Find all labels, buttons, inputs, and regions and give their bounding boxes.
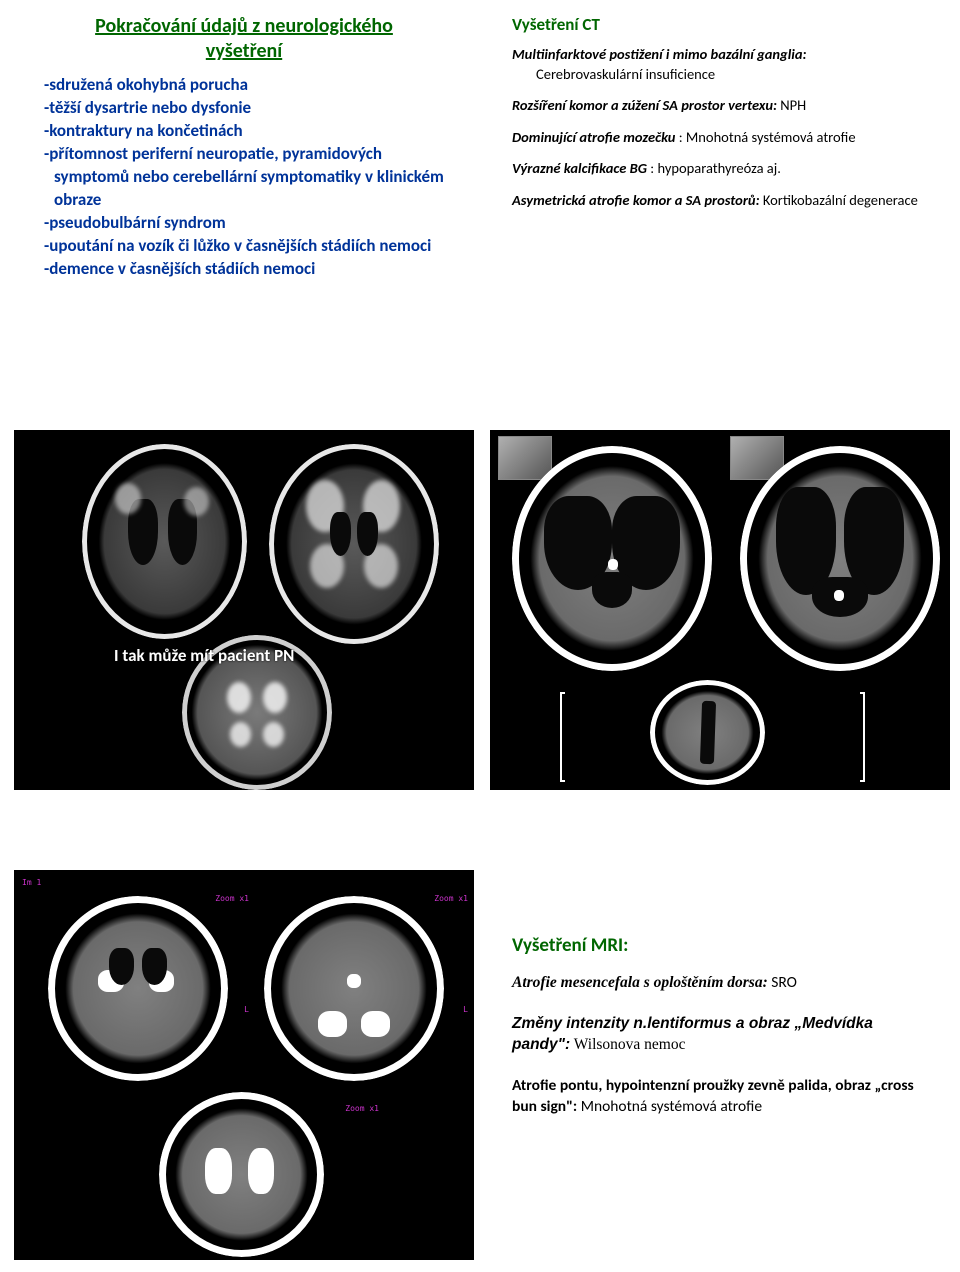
mri-scan-axial-2 [269,444,439,644]
falx [699,701,715,764]
list-item: -sdružená okohybná porucha [32,74,456,97]
ventricle [330,512,350,556]
title-line2: vyšetření [206,39,282,63]
ventricle-bright [230,722,251,747]
slide1-title: Pokračování údajů z neurologického vyšet… [14,8,474,74]
pineal-calcification [347,974,361,989]
skull-outline [264,896,444,1081]
ct-p2-text: NPH [777,96,806,114]
skull-outline [159,1092,324,1257]
ct-scan-cerebellar-calc [264,896,444,1081]
slide-mri-exam: Vyšetření MRI: Atrofie mesencefala s opl… [490,920,950,1260]
ct-p3-bold: Dominující atrofie mozečku [512,128,675,146]
ct-p5-text: Kortikobazální degenerace [760,191,918,209]
ventricle-bright [263,722,284,747]
mri-body: Atrofie mesencefala s oploštěním dorsa: … [490,973,950,1118]
calcification [608,559,618,570]
ventricle-bright [263,682,287,713]
ct-p3: Dominující atrofie mozečku : Mnohotná sy… [512,128,930,148]
scale-marker [860,692,865,782]
ct-p1-bold: Multiinfarktové postižení i mimo bazální… [512,45,807,63]
list-item: -upoutání na vozík či lůžko v časnějších… [32,235,456,258]
dicom-annotation: L [463,1005,468,1014]
mri-p2-text: Wilsonova nemoc [570,1036,685,1053]
ct-p1-text: Cerebrovaskulární insuficience [512,65,715,83]
ct-p2-bold: Rozšíření komor a zúžení SA prostor vert… [512,96,777,114]
mri-p1: Atrofie mesencefala s oploštěním dorsa: … [512,973,928,994]
mri-p1-text: SRO [768,973,797,992]
ct-scan-bg-calc-1 [48,896,228,1081]
ct-scan-ventricles-2 [740,446,940,671]
scale-marker [560,692,565,782]
dicom-annotation: Zoom x1 [215,894,249,903]
slide1-list: -sdružená okohybná porucha -těžší dysart… [14,74,474,280]
third-ventricle [592,572,632,608]
mri-p3: Atrofie pontu, hypointenzní proužky zevn… [512,1076,928,1118]
title-line1: Pokračování údajů z neurologického [95,14,393,38]
mri-p3-text: Mnohotná systémová atrofie [577,1097,762,1116]
ventricle-bright [227,682,251,713]
skull-outline [269,444,439,644]
ct-scout-thumb [498,436,552,480]
ct-p1: Multiinfarktové postižení i mimo bazální… [512,45,930,84]
cerebellar-calc-right [361,1011,390,1037]
ct-p3-text: : Mnohotná systémová atrofie [675,128,855,146]
list-item: -pseudobulbární syndrom [32,212,456,235]
slide-mri-scans: I tak může mít pacient PN [14,430,474,790]
mri-scan-axial-1 [82,444,247,639]
calcification [834,590,844,601]
ct-p5: Asymetrická atrofie komor a SA prostorů:… [512,191,930,211]
ventricle [109,948,134,985]
cerebellar-calc-left [318,1011,347,1037]
mri-p2-bold: Změny intenzity n.lentiformus a obraz „M… [512,1015,873,1053]
ct-scan-ventricles-1 [512,446,712,671]
ct-title: Vyšetření CT [490,8,950,45]
ct-body: Multiinfarktové postižení i mimo bazální… [490,45,950,210]
slide3-caption: I tak může mít pacient PN [114,645,294,666]
ventricle [142,948,167,985]
list-item: -demence v časnějších stádiích nemoci [32,258,456,281]
list-item: -kontraktury na končetinách [32,120,456,143]
ct-scan-bg-calc-2 [159,1092,324,1257]
slide-ct-hydrocephalus [490,430,950,790]
bg-calcification-right [248,1148,274,1194]
mri-title: Vyšetření MRI: [490,920,950,973]
skull-outline [82,444,247,639]
slide-ct-calcifications: Im 1 Zoom x1 L Zoom x1 L Zoom x1 [14,870,474,1260]
mri-p2: Změny intenzity n.lentiformus a obraz „M… [512,1014,928,1056]
mri-p1-bold: Atrofie mesencefala s oploštěním dorsa: [512,974,768,991]
ct-p2: Rozšíření komor a zúžení SA prostor vert… [512,96,930,116]
ct-p4-bold: Výrazné kalcifikace BG [512,159,647,177]
lesion [184,487,209,516]
dicom-annotation: Im 1 [22,878,41,887]
dicom-annotation: Zoom x1 [345,1104,379,1113]
skull-outline [740,446,940,671]
ct-p5-bold: Asymetrická atrofie komor a SA prostorů: [512,191,760,209]
dicom-annotation: L [244,1005,249,1014]
slide-ct-exam: Vyšetření CT Multiinfarktové postižení i… [490,8,950,338]
slide-neuro-continuation: Pokračování údajů z neurologického vyšet… [14,8,474,338]
ct-p4-text: : hypoparathyreóza aj. [647,159,781,177]
list-item: -těžší dysartrie nebo dysfonie [32,97,456,120]
list-item: -přítomnost periferní neuropatie, pyrami… [32,143,456,212]
bg-calcification-left [205,1148,231,1194]
ct-p4: Výrazné kalcifikace BG : hypoparathyreóz… [512,159,930,179]
skull-outline [48,896,228,1081]
ct-scan-vertex [650,680,765,785]
ventricle [357,512,377,556]
dicom-annotation: Zoom x1 [434,894,468,903]
